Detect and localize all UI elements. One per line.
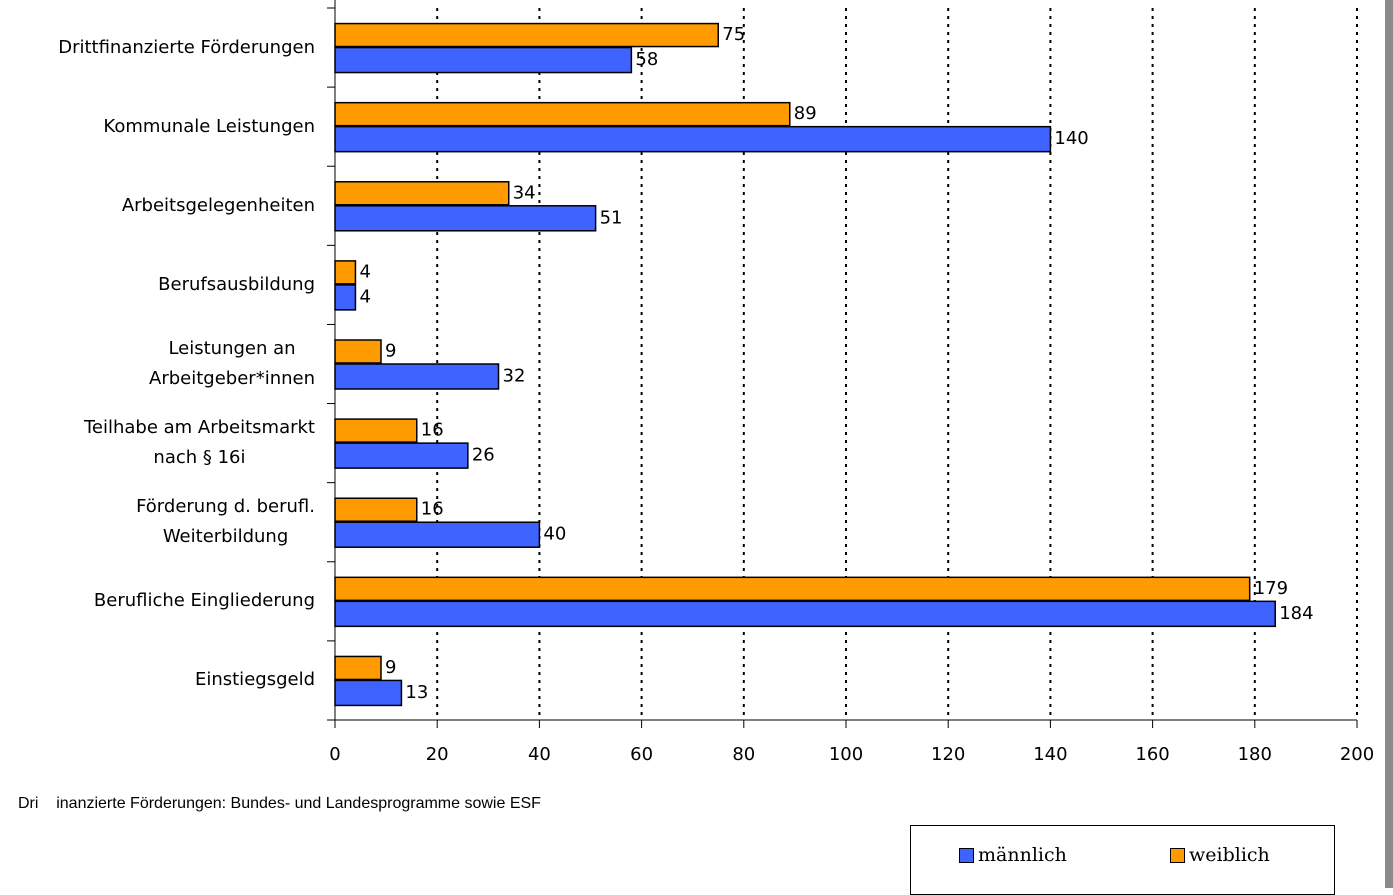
x-tick-label: 180 — [1238, 744, 1272, 765]
x-tick-label: 100 — [829, 744, 863, 765]
value-label: 9 — [385, 341, 396, 362]
x-tick-label: 40 — [528, 744, 551, 765]
category-label: Kommunale Leistungen — [103, 115, 315, 137]
bar — [334, 260, 357, 285]
bar — [334, 125, 1052, 153]
value-label: 51 — [600, 207, 623, 228]
bar — [334, 284, 357, 311]
category-label: Arbeitsgelegenheiten — [121, 194, 315, 216]
legend-swatch — [1170, 847, 1185, 863]
bar — [334, 679, 403, 707]
x-tick-label: 160 — [1135, 744, 1169, 765]
footnote: Dri inanzierte Förderungen: Bundes- und … — [18, 795, 541, 812]
category-label: Förderung d. berufl. Weiterbildung — [136, 496, 315, 548]
legend-item: männlich — [959, 844, 1067, 866]
value-label: 4 — [359, 286, 370, 307]
legend: männlich weiblich — [910, 825, 1335, 895]
value-label: 34 — [513, 182, 536, 203]
category-label: Drittfinanzierte Förderungen — [58, 36, 315, 58]
value-label: 9 — [385, 657, 396, 678]
bar — [334, 181, 510, 206]
category-label: Berufliche Eingliederung — [93, 590, 315, 612]
bar — [334, 442, 469, 469]
value-label: 89 — [794, 103, 817, 124]
legend-label: männlich — [978, 844, 1067, 866]
value-label: 140 — [1054, 128, 1088, 149]
value-label: 184 — [1279, 603, 1313, 624]
x-tick-label: 120 — [931, 744, 965, 765]
value-label: 26 — [472, 445, 495, 466]
legend-item: weiblich — [1170, 844, 1270, 866]
value-label: 179 — [1254, 578, 1288, 599]
x-tick-label: 20 — [426, 744, 449, 765]
bar — [334, 46, 633, 74]
bar — [334, 101, 791, 127]
value-label: 32 — [503, 366, 526, 387]
x-tick-label: 80 — [732, 744, 755, 765]
bar — [334, 497, 418, 522]
value-label: 58 — [635, 49, 658, 70]
bar — [334, 339, 382, 364]
category-label: Teilhabe am Arbeitsmarkt nach § 16i — [83, 417, 315, 469]
legend-swatch — [959, 847, 974, 863]
bar — [334, 205, 597, 232]
value-label: 4 — [359, 261, 370, 282]
bar — [334, 600, 1276, 628]
value-label: 13 — [405, 682, 428, 703]
bar — [334, 363, 500, 390]
window-edge — [1385, 0, 1393, 888]
x-tick-label: 60 — [630, 744, 653, 765]
value-label: 75 — [722, 24, 745, 45]
value-label: 16 — [421, 420, 444, 441]
value-label: 40 — [543, 524, 566, 545]
bar — [334, 418, 418, 443]
x-tick-label: 200 — [1340, 744, 1374, 765]
category-label: Leistungen an Arbeitgeber*innen — [149, 338, 315, 389]
bar — [334, 22, 719, 48]
bar — [334, 521, 541, 548]
x-tick-label: 140 — [1033, 744, 1067, 765]
category-label: Berufsausbildung — [158, 273, 315, 295]
x-tick-label: 0 — [329, 744, 340, 765]
legend-label: weiblich — [1189, 844, 1270, 866]
category-label: Einstiegsgeld — [194, 669, 315, 691]
value-label: 16 — [421, 499, 444, 520]
bar — [334, 576, 1251, 602]
bar — [334, 655, 382, 681]
